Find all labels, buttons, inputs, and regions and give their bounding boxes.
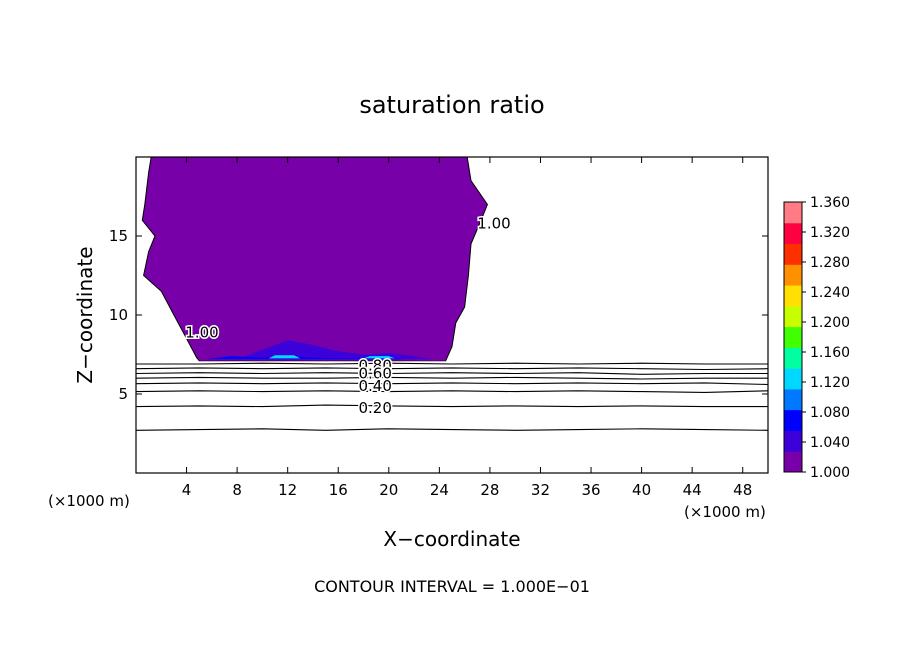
colorbar-cell (784, 285, 802, 307)
y-tick-label: 10 (109, 306, 128, 324)
contour-line (136, 382, 768, 386)
y-axis-label: Z−coordinate (73, 246, 97, 383)
x-tick-label: 32 (531, 481, 550, 499)
contour-label: 0.60 (359, 365, 392, 383)
colorbar-tick-label: 1.040 (810, 435, 850, 451)
colorbar-cell (784, 326, 802, 348)
x-tick-label: 24 (430, 481, 449, 499)
colorbar-tick-label: 1.320 (810, 225, 850, 241)
colorbar-cell (784, 409, 802, 431)
contour-fill-region (205, 356, 402, 360)
x-tick-label: 16 (329, 481, 348, 499)
contour-line (136, 362, 768, 365)
contour-label: 1.00 (477, 214, 510, 232)
x-tick-label: 44 (683, 481, 702, 499)
colorbar-cell (784, 388, 802, 411)
colorbar-tick-label: 1.160 (810, 345, 850, 361)
colorbar-cell (784, 264, 802, 286)
colorbar-cell (784, 222, 802, 245)
colorbar: 1.360 1.320 1.280 1.240 1.200 1.160 1.120 1.080… (783, 195, 850, 481)
colorbar-frame (783, 201, 803, 473)
contour-line (136, 390, 768, 393)
contour-fill-region (268, 355, 301, 359)
x-tick-label: 40 (632, 481, 651, 499)
colorbar-tick-label: 1.000 (810, 465, 850, 481)
colorbar-cell (784, 202, 802, 224)
contour-label: 0.80 (359, 357, 392, 375)
colorbar-tick-label: 1.240 (810, 285, 850, 301)
contour-label: 0.20 (359, 399, 392, 417)
contour-lines (136, 362, 768, 431)
colorbar-cells (784, 202, 802, 473)
contour-line (136, 404, 768, 408)
contour-labels: 1.00 1.00 0.800.600.40 0.20 (184, 213, 512, 419)
x-tick-label: 48 (733, 481, 752, 499)
contour-label: 1.00 (185, 323, 218, 341)
x-tick-label: 4 (182, 481, 192, 499)
colorbar-cell (784, 347, 802, 369)
colorbar-cell (784, 451, 802, 473)
colorbar-tick-label: 1.080 (810, 405, 850, 421)
x-unit-right: (×1000 m) (684, 503, 766, 521)
colorbar-cell (784, 368, 802, 390)
colorbar-labels: 1.360 1.320 1.280 1.240 1.200 1.160 1.120 1.080… (802, 195, 850, 481)
colorbar-cell (784, 243, 802, 265)
colorbar-tick-label: 1.280 (810, 255, 850, 271)
colorbar-cell (784, 430, 802, 452)
contour-interval-text: CONTOUR INTERVAL = 1.000E−01 (314, 577, 590, 596)
x-tick-label: 12 (278, 481, 297, 499)
contour-line (136, 428, 768, 431)
x-tick-label: 36 (581, 481, 600, 499)
x-tick-label: 28 (480, 481, 499, 499)
colorbar-tick-label: 1.360 (810, 195, 850, 211)
contour-fill-region (363, 356, 396, 359)
contour-fill-region (218, 294, 440, 361)
contour-line (136, 367, 768, 371)
filled-contours (141, 157, 488, 362)
contour-label: 0.40 (359, 377, 392, 395)
contour-line (136, 372, 768, 375)
contour-fill-region (237, 340, 433, 360)
x-tick-label: 8 (232, 481, 242, 499)
colorbar-cell (784, 305, 802, 328)
x-unit-left: (×1000 m) (48, 492, 130, 510)
y-tick-label: 15 (109, 227, 128, 245)
x-axis-label: X−coordinate (383, 527, 520, 551)
x-tick-label: 20 (379, 481, 398, 499)
plot-area: 1.001.000.800.600.400.20 4 8 12 16 20 24 28 32 3… (109, 156, 769, 499)
chart-title: saturation ratio (359, 91, 544, 119)
contour-fill-region (199, 210, 446, 361)
colorbar-tick-label: 1.200 (810, 315, 850, 331)
y-tick-label: 5 (118, 385, 128, 403)
colorbar-tick-label: 1.120 (810, 375, 850, 391)
contour-line (136, 376, 768, 380)
